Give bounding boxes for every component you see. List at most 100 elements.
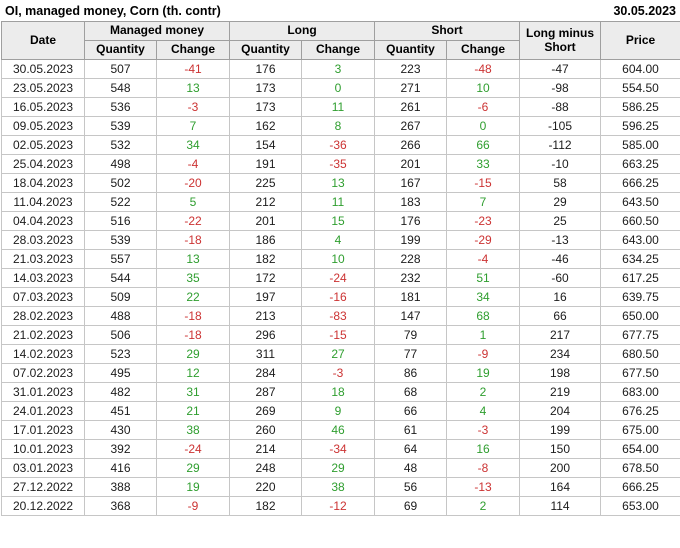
short-change-cell: -29: [446, 230, 521, 250]
mm-quantity-cell: 482: [84, 382, 157, 402]
long-minus-short-cell: -13: [519, 230, 602, 250]
short-change-cell: -15: [446, 173, 521, 193]
mm-quantity-cell: 539: [84, 230, 157, 250]
long-quantity-cell: 172: [229, 268, 302, 288]
mm-quantity-cell: 392: [84, 439, 157, 459]
mm-change-cell: -9: [156, 496, 230, 516]
short-change-cell: -9: [446, 344, 521, 364]
mm-change-cell: 35: [156, 268, 230, 288]
mm-quantity-cell: 488: [84, 306, 157, 326]
mm-quantity-cell: 495: [84, 363, 157, 383]
long-minus-short-cell: 199: [519, 420, 602, 440]
long-quantity-cell: 220: [229, 477, 302, 497]
mm-quantity-cell: 536: [84, 97, 157, 117]
short-change-cell: 10: [446, 78, 521, 98]
date-cell: 30.05.2023: [1, 59, 85, 79]
mm-change-cell: 5: [156, 192, 230, 212]
date-cell: 04.04.2023: [1, 211, 85, 231]
long-minus-short-cell: 217: [519, 325, 602, 345]
short-change-cell: 66: [446, 135, 521, 155]
long-minus-short-cell: 164: [519, 477, 602, 497]
short-quantity-cell: 64: [374, 439, 448, 459]
price-cell: 654.00: [600, 439, 680, 459]
mm-change-cell: -18: [156, 306, 230, 326]
short-change-cell: 7: [446, 192, 521, 212]
long-minus-short-cell: 66: [519, 306, 602, 326]
long-quantity-cell: 176: [229, 59, 302, 79]
long-change-cell: 11: [300, 97, 376, 117]
long-change-cell: 13: [300, 173, 376, 193]
table-row: 16.05.2023 536 -3 173 11 261 -6 -88 586.25: [1, 97, 680, 117]
price-cell: 643.00: [600, 230, 680, 250]
table-row: 28.02.2023 488 -18 213 -83 147 68 66 650.00: [1, 306, 680, 326]
date-cell: 20.12.2022: [1, 496, 85, 516]
short-change-cell: -8: [446, 458, 521, 478]
mm-quantity-cell: 509: [84, 287, 157, 307]
date-cell: 27.12.2022: [1, 477, 85, 497]
mm-quantity-cell: 388: [84, 477, 157, 497]
short-change-cell: 2: [446, 382, 521, 402]
short-change-cell: 51: [446, 268, 521, 288]
mm-change-cell: 22: [156, 287, 230, 307]
price-cell: 554.50: [600, 78, 680, 98]
short-quantity-cell: 56: [374, 477, 448, 497]
mm-change-cell: 21: [156, 401, 230, 421]
mm-change-cell: 29: [156, 344, 230, 364]
mm-change-cell: -41: [156, 59, 230, 79]
mm-quantity-cell: 498: [84, 154, 157, 174]
long-quantity-cell: 311: [229, 344, 302, 364]
mm-quantity-cell: 506: [84, 325, 157, 345]
short-change-cell: 34: [446, 287, 521, 307]
long-minus-short-cell: 114: [519, 496, 602, 516]
column-header-mm-change: Change: [156, 40, 230, 60]
long-quantity-cell: 154: [229, 135, 302, 155]
table-row: 04.04.2023 516 -22 201 15 176 -23 25 660.50: [1, 211, 680, 231]
mm-quantity-cell: 451: [84, 401, 157, 421]
long-minus-short-cell: -105: [519, 116, 602, 136]
short-quantity-cell: 79: [374, 325, 448, 345]
long-change-cell: 27: [300, 344, 376, 364]
table-header: Date Managed money Long Short Long minus…: [1, 21, 680, 60]
long-quantity-cell: 296: [229, 325, 302, 345]
price-cell: 677.50: [600, 363, 680, 383]
table-row: 10.01.2023 392 -24 214 -34 64 16 150 654.00: [1, 439, 680, 459]
price-cell: 604.00: [600, 59, 680, 79]
column-header-price: Price: [600, 21, 680, 60]
mm-quantity-cell: 507: [84, 59, 157, 79]
mm-change-cell: -22: [156, 211, 230, 231]
long-minus-short-cell: 219: [519, 382, 602, 402]
short-quantity-cell: 266: [374, 135, 448, 155]
date-cell: 17.01.2023: [1, 420, 85, 440]
short-quantity-cell: 271: [374, 78, 448, 98]
long-quantity-cell: 287: [229, 382, 302, 402]
long-quantity-cell: 197: [229, 287, 302, 307]
table-row: 07.02.2023 495 12 284 -3 86 19 198 677.50: [1, 363, 680, 383]
long-quantity-cell: 260: [229, 420, 302, 440]
short-change-cell: 68: [446, 306, 521, 326]
long-minus-short-cell: 198: [519, 363, 602, 383]
mm-quantity-cell: 539: [84, 116, 157, 136]
long-quantity-cell: 225: [229, 173, 302, 193]
mm-change-cell: 13: [156, 249, 230, 269]
table-row: 11.04.2023 522 5 212 11 183 7 29 643.50: [1, 192, 680, 212]
column-group-short: Short: [374, 21, 521, 41]
long-change-cell: -35: [300, 154, 376, 174]
table-row: 02.05.2023 532 34 154 -36 266 66 -112 585.00: [1, 135, 680, 155]
table-row: 31.01.2023 482 31 287 18 68 2 219 683.00: [1, 382, 680, 402]
long-change-cell: 0: [300, 78, 376, 98]
long-minus-short-cell: 204: [519, 401, 602, 421]
table-row: 23.05.2023 548 13 173 0 271 10 -98 554.50: [1, 78, 680, 98]
date-cell: 28.02.2023: [1, 306, 85, 326]
long-minus-short-cell: 25: [519, 211, 602, 231]
short-change-cell: 19: [446, 363, 521, 383]
long-change-cell: -12: [300, 496, 376, 516]
long-minus-short-cell: 58: [519, 173, 602, 193]
long-minus-short-cell: -47: [519, 59, 602, 79]
price-cell: 666.25: [600, 173, 680, 193]
mm-change-cell: -24: [156, 439, 230, 459]
price-cell: 650.00: [600, 306, 680, 326]
column-header-long-minus-short: Long minus Short: [519, 21, 602, 60]
mm-quantity-cell: 430: [84, 420, 157, 440]
date-cell: 16.05.2023: [1, 97, 85, 117]
mm-change-cell: -18: [156, 230, 230, 250]
